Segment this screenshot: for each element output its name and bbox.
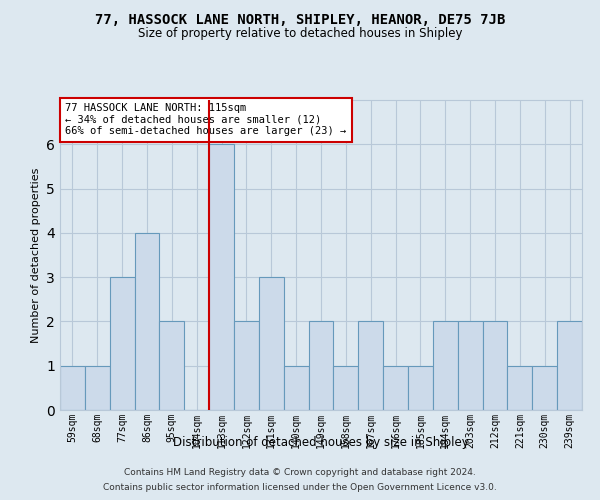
Bar (433, 322, 458, 410)
Bar (308, 322, 334, 410)
Bar (60, 366, 85, 410)
Bar (134, 233, 160, 410)
Bar (284, 366, 308, 410)
Text: 77, HASSOCK LANE NORTH, SHIPLEY, HEANOR, DE75 7JB: 77, HASSOCK LANE NORTH, SHIPLEY, HEANOR,… (95, 12, 505, 26)
Bar (259, 277, 284, 410)
Bar (482, 322, 508, 410)
Bar (383, 366, 408, 410)
Text: 77 HASSOCK LANE NORTH: 115sqm
← 34% of detached houses are smaller (12)
66% of s: 77 HASSOCK LANE NORTH: 115sqm ← 34% of d… (65, 103, 346, 136)
Text: Contains HM Land Registry data © Crown copyright and database right 2024.: Contains HM Land Registry data © Crown c… (124, 468, 476, 477)
Bar (334, 366, 358, 410)
Bar (160, 322, 184, 410)
Bar (408, 366, 433, 410)
Bar (557, 322, 582, 410)
Bar (358, 322, 383, 410)
Bar (209, 144, 234, 410)
Bar (110, 277, 134, 410)
Bar (458, 322, 482, 410)
Bar (508, 366, 532, 410)
Text: Contains public sector information licensed under the Open Government Licence v3: Contains public sector information licen… (103, 483, 497, 492)
Y-axis label: Number of detached properties: Number of detached properties (31, 168, 41, 342)
Bar (85, 366, 110, 410)
Bar (234, 322, 259, 410)
Bar (532, 366, 557, 410)
Text: Size of property relative to detached houses in Shipley: Size of property relative to detached ho… (138, 28, 462, 40)
Text: Distribution of detached houses by size in Shipley: Distribution of detached houses by size … (173, 436, 469, 449)
